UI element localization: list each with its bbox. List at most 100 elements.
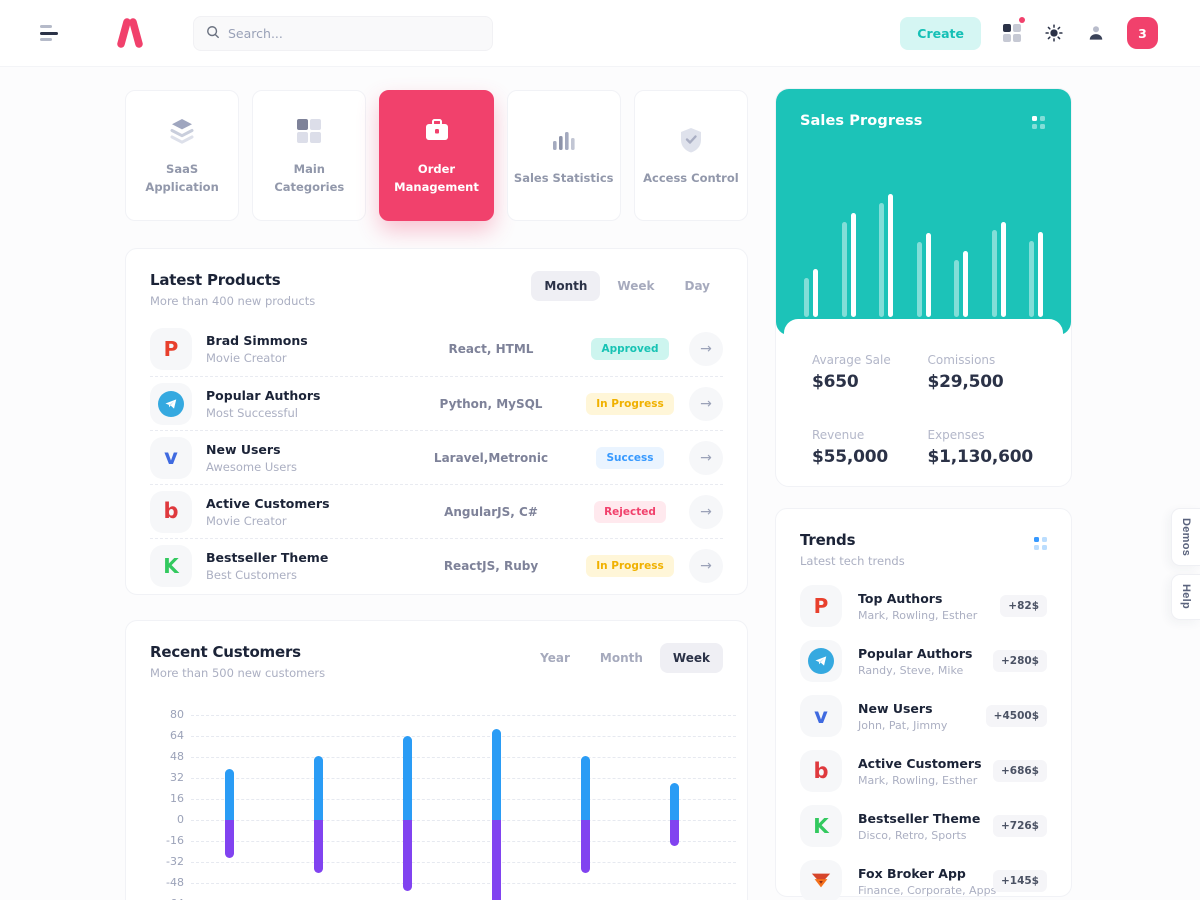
y-axis-tick-label: -64 — [150, 897, 184, 900]
widget-menu-dots-icon[interactable] — [1032, 116, 1045, 129]
plurk-icon: P — [800, 585, 842, 627]
user-profile-icon[interactable] — [1085, 22, 1107, 44]
bar-negative — [314, 820, 323, 873]
tab-year[interactable]: Year — [527, 643, 583, 673]
trend-subtitle: Finance, Corporate, Apps — [858, 883, 997, 897]
widget-menu-dots-icon[interactable] — [1034, 537, 1047, 550]
latest-products-panel: Latest Products More than 400 new produc… — [125, 248, 748, 595]
create-button[interactable]: Create — [900, 16, 981, 50]
trend-subtitle: Randy, Steve, Mike — [858, 663, 964, 677]
trend-amount: +726$ — [992, 815, 1047, 837]
notification-count-badge[interactable]: 3 — [1127, 17, 1158, 49]
stat-value: $29,500 — [927, 372, 1004, 392]
trend-amount: +4500$ — [985, 705, 1047, 727]
trends-panel: Trends Latest tech trends P Top Authors … — [775, 508, 1072, 900]
plurk-icon: P — [150, 328, 192, 370]
layers-icon — [167, 115, 197, 147]
category-card-main-categories[interactable]: Main Categories — [252, 90, 367, 221]
product-role: Most Successful — [206, 405, 298, 420]
trend-item[interactable]: P Top Authors Mark, Rowling, Esther +82$ — [800, 584, 1047, 628]
panel-title: Latest Products — [150, 271, 281, 289]
trend-amount: +280$ — [992, 650, 1047, 672]
telegram-icon — [150, 382, 192, 425]
row-arrow-button[interactable]: → — [689, 332, 723, 366]
stat-value: $55,000 — [812, 446, 889, 467]
product-name: Brad Simmons — [206, 333, 308, 348]
trend-title: Popular Authors — [858, 645, 973, 661]
bar-positive — [670, 783, 679, 820]
bar-positive — [314, 755, 323, 820]
category-label: Order Management — [394, 161, 479, 194]
trend-title: New Users — [858, 700, 933, 716]
category-cards-row: SaaS Application Main Categories — [125, 90, 749, 221]
y-axis-tick-label: -16 — [166, 834, 184, 847]
apps-grid-icon[interactable] — [1001, 17, 1025, 44]
trend-title: Top Authors — [858, 590, 943, 606]
gridline — [191, 841, 736, 842]
sales-bars-chart — [804, 145, 1043, 317]
product-tech: AngularJS, C# — [444, 504, 538, 519]
category-card-order-management[interactable]: Order Management — [379, 90, 494, 221]
fox-icon — [800, 860, 842, 900]
y-axis-tick-label: 16 — [170, 792, 184, 805]
row-arrow-button[interactable]: → — [689, 440, 723, 475]
panel-subtitle: Latest tech trends — [800, 554, 905, 568]
sales-bar-pair — [954, 251, 968, 317]
panel-subtitle: More than 500 new customers — [150, 666, 326, 680]
product-role: Best Customers — [206, 567, 297, 582]
tab-day[interactable]: Day — [671, 271, 723, 301]
app-header: Create — [0, 0, 1200, 67]
bar-positive — [225, 768, 234, 820]
product-name: New Users — [206, 441, 281, 457]
tab-month[interactable]: Month — [531, 271, 601, 301]
stat-expenses: Expenses $1,130,600 — [928, 428, 1044, 479]
trend-amount: +686$ — [992, 760, 1047, 782]
trend-title: Active Customers — [858, 755, 982, 771]
help-side-tab[interactable]: Help — [1171, 574, 1200, 620]
search-bar[interactable] — [193, 15, 493, 51]
y-axis-tick-label: 0 — [177, 813, 184, 826]
app-logo[interactable] — [113, 18, 147, 48]
row-arrow-button[interactable]: → — [689, 494, 723, 529]
trend-subtitle: Mark, Rowling, Esther — [858, 773, 978, 787]
recent-customers-panel: Recent Customers More than 500 new custo… — [125, 620, 748, 900]
vimeo-icon: v — [150, 436, 192, 479]
search-input[interactable] — [228, 25, 480, 41]
demos-side-tab[interactable]: Demos — [1171, 508, 1200, 566]
category-card-saas-application[interactable]: SaaS Application — [125, 90, 240, 221]
row-arrow-button[interactable]: → — [689, 386, 723, 421]
panel-title: Recent Customers — [150, 643, 301, 661]
sidebar-toggle-button[interactable] — [40, 25, 60, 41]
theme-sun-icon[interactable] — [1043, 22, 1065, 44]
tab-week[interactable]: Week — [659, 643, 723, 673]
panel-subtitle: More than 400 new products — [150, 294, 316, 308]
row-arrow-button[interactable]: → — [689, 548, 723, 583]
main-content: SaaS Application Main Categories — [0, 67, 1200, 900]
product-role: Movie Creator — [206, 351, 287, 365]
stat-label: Avarage Sale — [812, 353, 891, 367]
sales-progress-chart-area: Sales Progress — [776, 89, 1071, 335]
tab-month[interactable]: Month — [587, 643, 656, 673]
trend-item[interactable]: b Active Customers Mark, Rowling, Esther… — [800, 749, 1047, 793]
gridline — [191, 778, 736, 779]
sales-bar-pair — [804, 269, 818, 317]
category-card-sales-statistics[interactable]: Sales Statistics — [506, 90, 621, 221]
trend-list: P Top Authors Mark, Rowling, Esther +82$… — [776, 568, 1071, 900]
y-axis-tick-label: 64 — [170, 729, 184, 742]
sales-bar-pair — [991, 222, 1006, 317]
trend-title: Fox Broker App — [858, 865, 966, 881]
trend-item[interactable]: K Bestseller Theme Disco, Retro, Sports … — [800, 804, 1047, 848]
y-axis-tick-label: 48 — [170, 750, 184, 763]
stat-label: Expenses — [927, 427, 985, 442]
trend-item[interactable]: v New Users John, Pat, Jimmy +4500$ — [800, 694, 1047, 738]
product-row: P Brad Simmons Movie Creator React, HTML… — [150, 322, 723, 376]
tab-week[interactable]: Week — [604, 271, 667, 301]
bar-negative — [225, 820, 234, 859]
trend-item[interactable]: Fox Broker App Finance, Corporate, Apps … — [800, 859, 1047, 900]
trend-item[interactable]: Popular Authors Randy, Steve, Mike +280$ — [800, 639, 1047, 683]
grid-squares-icon — [296, 115, 322, 147]
trend-subtitle: John, Pat, Jimmy — [858, 718, 948, 732]
category-label: Main Categories — [274, 161, 345, 194]
category-card-access-control[interactable]: Access Control — [633, 90, 749, 221]
